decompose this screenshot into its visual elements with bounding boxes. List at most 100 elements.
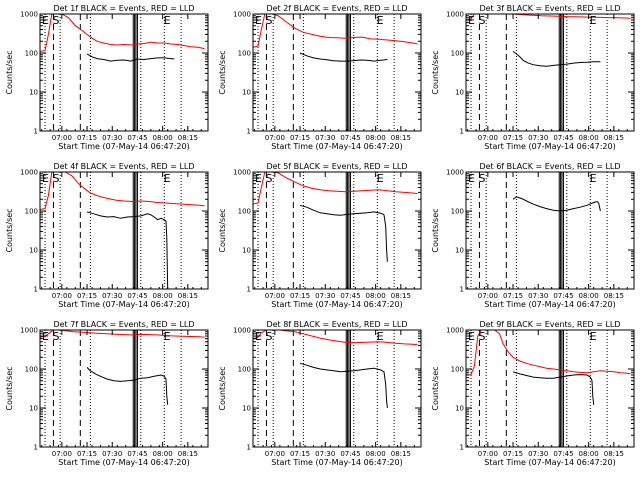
x-tick-label: 07:00	[52, 292, 72, 300]
panel-6: Det 6f BLACK = Events, RED = LLD 1 10 100 10…	[431, 162, 635, 309]
y-axis-label: Counts/sec	[5, 208, 14, 252]
x-axis-label: Start Time (07-May-14 06:47:20)	[58, 142, 189, 151]
x-tick-label: 07:30	[102, 134, 122, 142]
x-tick-label: 07:45	[553, 292, 573, 300]
panel-5: Det 5f BLACK = Events, RED = LLD 1 10 100 10…	[218, 162, 422, 309]
marker-left: E S	[468, 172, 485, 185]
plot-frame	[252, 171, 422, 290]
x-tick-label: 08:15	[604, 134, 624, 142]
y-tick-label: 1000	[446, 11, 464, 19]
x-tick-label: 08:00	[366, 450, 386, 458]
x-tick-label: 07:45	[340, 450, 360, 458]
events-series-line	[299, 362, 388, 409]
lld-series-line	[253, 330, 418, 346]
x-axis-label: Start Time (07-May-14 06:47:20)	[58, 458, 189, 467]
y-axis-label: Counts/sec	[431, 50, 440, 94]
x-tick-label: 07:00	[52, 450, 72, 458]
series-group	[466, 14, 631, 67]
y-tick-label: 1	[34, 286, 38, 294]
x-tick-label: 08:15	[604, 292, 624, 300]
x-tick-label: 07:15	[290, 134, 310, 142]
y-tick-label: 1000	[233, 327, 251, 335]
x-tick-label: 08:15	[604, 450, 624, 458]
y-tick-label: 1	[34, 444, 38, 452]
events-series-line	[86, 53, 175, 62]
x-tick-label: 07:45	[127, 450, 147, 458]
plot-frame	[39, 329, 209, 448]
x-tick-label: 08:15	[391, 292, 411, 300]
x-tick-label: 07:15	[77, 134, 97, 142]
y-tick-label: 10	[455, 247, 464, 255]
x-axis-label: Start Time (07-May-14 06:47:20)	[271, 142, 402, 151]
plot-frame	[465, 171, 635, 290]
y-tick-label: 1	[460, 128, 464, 136]
y-axis-label: Counts/sec	[431, 208, 440, 252]
y-tick-label: 100	[451, 208, 464, 216]
lld-series-line	[253, 172, 418, 205]
x-tick-label: 08:00	[153, 134, 173, 142]
marker-right: E	[590, 330, 597, 343]
lld-series-line	[40, 172, 205, 210]
x-tick-label: 07:45	[127, 292, 147, 300]
x-tick-label: 07:15	[290, 292, 310, 300]
marker-left: E S	[42, 330, 59, 343]
y-axis-label: Counts/sec	[431, 366, 440, 410]
y-tick-label: 100	[25, 208, 38, 216]
series-group	[512, 196, 601, 212]
x-tick-label: 07:15	[503, 292, 523, 300]
plot-frame	[39, 13, 209, 132]
x-tick-label: 07:00	[478, 292, 498, 300]
y-tick-label: 1000	[20, 169, 38, 177]
x-tick-label: 07:45	[127, 134, 147, 142]
y-axis-label: Counts/sec	[5, 50, 14, 94]
series-group	[253, 330, 418, 409]
panel-title: Det 9f BLACK = Events, RED = LLD	[479, 320, 620, 329]
panel-title: Det 2f BLACK = Events, RED = LLD	[266, 4, 407, 13]
lld-series-line	[466, 14, 631, 21]
y-tick-label: 1	[460, 444, 464, 452]
y-tick-label: 10	[242, 405, 251, 413]
y-tick-label: 100	[451, 50, 464, 58]
y-tick-label: 10	[242, 89, 251, 97]
x-tick-label: 08:00	[366, 134, 386, 142]
marker-right: E	[164, 330, 171, 343]
plot-frame	[465, 329, 635, 448]
x-axis-label: Start Time (07-May-14 06:47:20)	[271, 458, 402, 467]
x-axis-label: Start Time (07-May-14 06:47:20)	[484, 142, 615, 151]
x-tick-label: 07:30	[102, 450, 122, 458]
y-tick-label: 100	[25, 366, 38, 374]
x-tick-label: 07:00	[52, 134, 72, 142]
marker-right: E	[590, 14, 597, 27]
x-axis-label: Start Time (07-May-14 06:47:20)	[58, 300, 189, 309]
x-tick-label: 07:30	[528, 292, 548, 300]
x-tick-label: 07:30	[315, 450, 335, 458]
y-tick-label: 100	[238, 366, 251, 374]
series-group	[253, 172, 418, 262]
plot-frame	[465, 13, 635, 132]
y-tick-label: 10	[29, 89, 38, 97]
x-tick-label: 07:00	[265, 450, 285, 458]
marker-left: E S	[468, 330, 485, 343]
y-tick-label: 10	[29, 405, 38, 413]
x-axis-label: Start Time (07-May-14 06:47:20)	[271, 300, 402, 309]
x-tick-label: 07:00	[478, 134, 498, 142]
marker-right: E	[164, 172, 171, 185]
y-tick-label: 1	[460, 286, 464, 294]
y-tick-label: 1	[247, 286, 251, 294]
y-tick-label: 1000	[20, 327, 38, 335]
panel-title: Det 1f BLACK = Events, RED = LLD	[53, 4, 194, 13]
x-tick-label: 07:45	[553, 134, 573, 142]
x-tick-label: 07:45	[340, 134, 360, 142]
x-tick-label: 07:00	[265, 292, 285, 300]
plot-frame	[252, 329, 422, 448]
y-tick-label: 10	[455, 405, 464, 413]
x-tick-label: 08:15	[178, 134, 198, 142]
panel-8: Det 8f BLACK = Events, RED = LLD 1 10 100 10…	[218, 320, 422, 467]
x-tick-label: 08:00	[579, 134, 599, 142]
marker-left: E S	[42, 172, 59, 185]
marker-right: E	[590, 172, 597, 185]
x-tick-label: 07:15	[290, 450, 310, 458]
x-tick-label: 08:15	[391, 450, 411, 458]
x-tick-label: 07:45	[340, 292, 360, 300]
